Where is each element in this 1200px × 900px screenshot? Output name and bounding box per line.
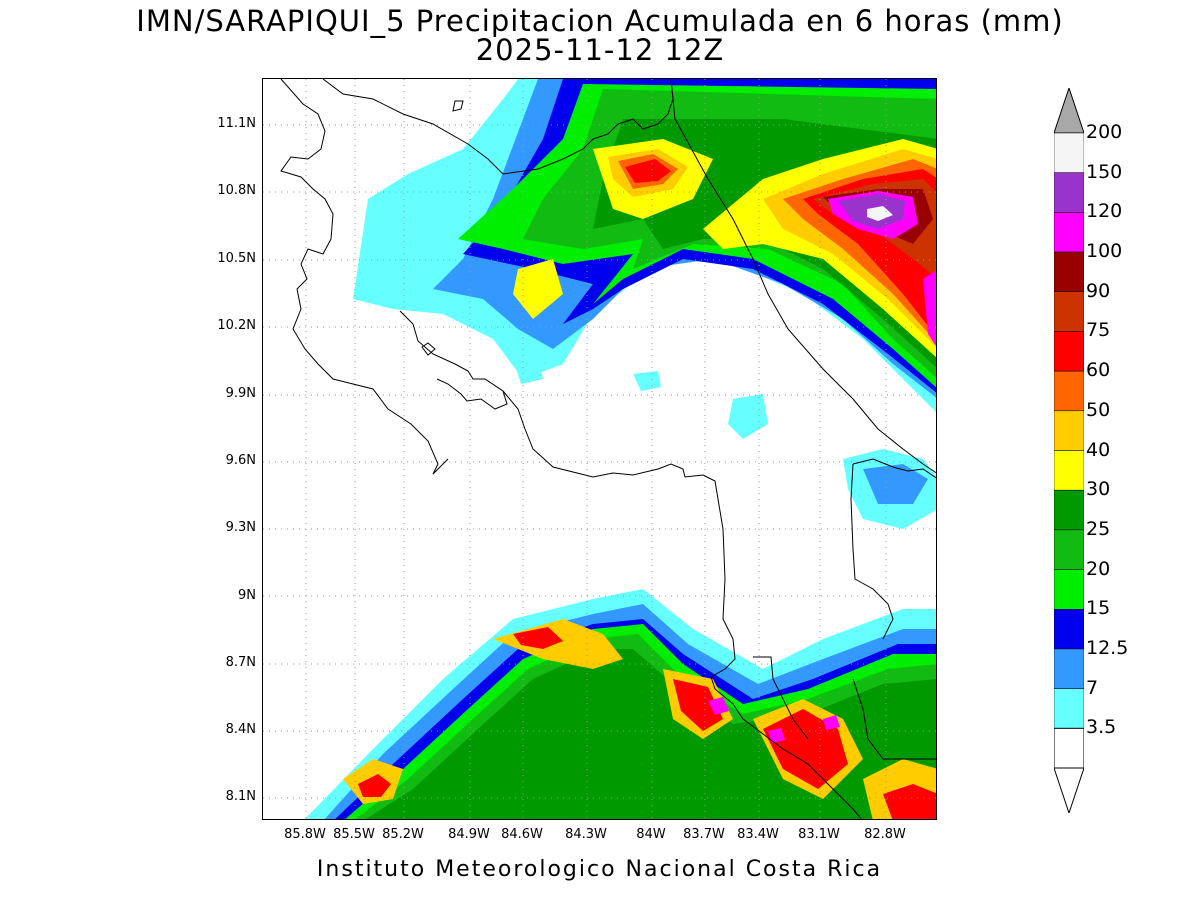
lat-tick-label: 10.8N: [217, 183, 256, 198]
lat-tick-label: 9.6N: [225, 453, 256, 468]
colorbar-level-label: 40: [1086, 438, 1111, 461]
colorbar-level-label: 30: [1086, 478, 1111, 501]
lat-tick-label: 9.3N: [225, 520, 256, 535]
colorbar-level-label: 75: [1086, 319, 1111, 342]
colorbar-swatch: [1054, 450, 1084, 491]
lat-tick-label: 9.9N: [225, 386, 256, 401]
colorbar-level-label: 100: [1086, 240, 1123, 263]
lon-tick-label: 82.8W: [864, 827, 906, 842]
lon-tick-label: 85.2W: [382, 827, 424, 842]
lon-tick-label: 84W: [636, 827, 666, 842]
colorbar-level-label: 200: [1086, 121, 1123, 143]
graticule: [263, 79, 936, 819]
colorbar-swatch: [1054, 609, 1084, 650]
colorbar-swatch: [1054, 370, 1084, 412]
map-canvas: [263, 79, 936, 819]
map-datetime: 2025-11-12 12Z: [475, 33, 725, 67]
colorbar-level-label: 150: [1086, 160, 1123, 183]
lat-tick-label: 8.7N: [225, 655, 256, 670]
colorbar-swatch: [1054, 291, 1084, 332]
colorbar-level-label: 50: [1086, 398, 1111, 421]
colorbar-swatch: [1054, 212, 1084, 253]
precip-patches: [513, 357, 936, 529]
lon-tick-label: 84.3W: [565, 827, 607, 842]
lon-tick-label: 84.9W: [448, 827, 490, 842]
colorbar-swatch: [1054, 648, 1084, 689]
colorbar-level-label: 15: [1086, 597, 1111, 620]
colorbar-level-label: 25: [1086, 517, 1111, 540]
colorbar-swatch: [1054, 132, 1084, 173]
lat-tick-label: 11.1N: [217, 116, 256, 131]
colorbar-swatch: [1054, 688, 1084, 729]
colorbar-level-label: 120: [1086, 200, 1123, 223]
lon-tick-label: 83.4W: [737, 827, 779, 842]
footer-credit: Instituto Meteorologico Nacional Costa R…: [316, 857, 883, 882]
precip-north-band: [353, 79, 936, 412]
map-title: IMN/SARAPIQUI_5 Precipitacion Acumulada …: [136, 4, 1064, 38]
lat-tick-label: 8.1N: [225, 789, 256, 804]
colorbar-level-label: 60: [1086, 359, 1111, 382]
colorbar-swatch: [1054, 489, 1084, 531]
lon-tick-label: 85.5W: [333, 827, 375, 842]
colorbar-level-label: 20: [1086, 557, 1111, 580]
colorbar-swatch: [1054, 410, 1084, 451]
lat-tick-label: 8.4N: [225, 722, 256, 737]
colorbar-under-triangle: [1054, 767, 1084, 813]
lat-tick-label: 9N: [238, 588, 256, 603]
lon-tick-label: 84.6W: [501, 827, 543, 842]
colorbar-swatch: [1054, 251, 1084, 292]
colorbar-over-triangle: [1054, 88, 1084, 134]
lat-tick-label: 10.2N: [217, 318, 256, 333]
colorbar-level-label: 90: [1086, 279, 1111, 302]
lon-tick-label: 85.8W: [284, 827, 326, 842]
colorbar-swatch: [1054, 331, 1084, 372]
colorbar-swatch: [1054, 172, 1084, 213]
precip-south-band: [304, 589, 936, 819]
colorbar-level-label: 3.5: [1086, 716, 1117, 739]
precipitation-map: [262, 78, 937, 820]
colorbar: [1054, 88, 1084, 813]
lon-tick-label: 83.1W: [798, 827, 840, 842]
colorbar-under-swatch: [1054, 727, 1084, 769]
lon-tick-label: 83.7W: [683, 827, 725, 842]
lat-tick-label: 10.5N: [217, 251, 256, 266]
coastlines: [280, 79, 936, 819]
colorbar-level-label: 7: [1086, 676, 1099, 699]
colorbar-swatch: [1054, 569, 1084, 610]
colorbar-swatch: [1054, 529, 1084, 570]
colorbar-level-label: 12.5: [1086, 636, 1129, 659]
